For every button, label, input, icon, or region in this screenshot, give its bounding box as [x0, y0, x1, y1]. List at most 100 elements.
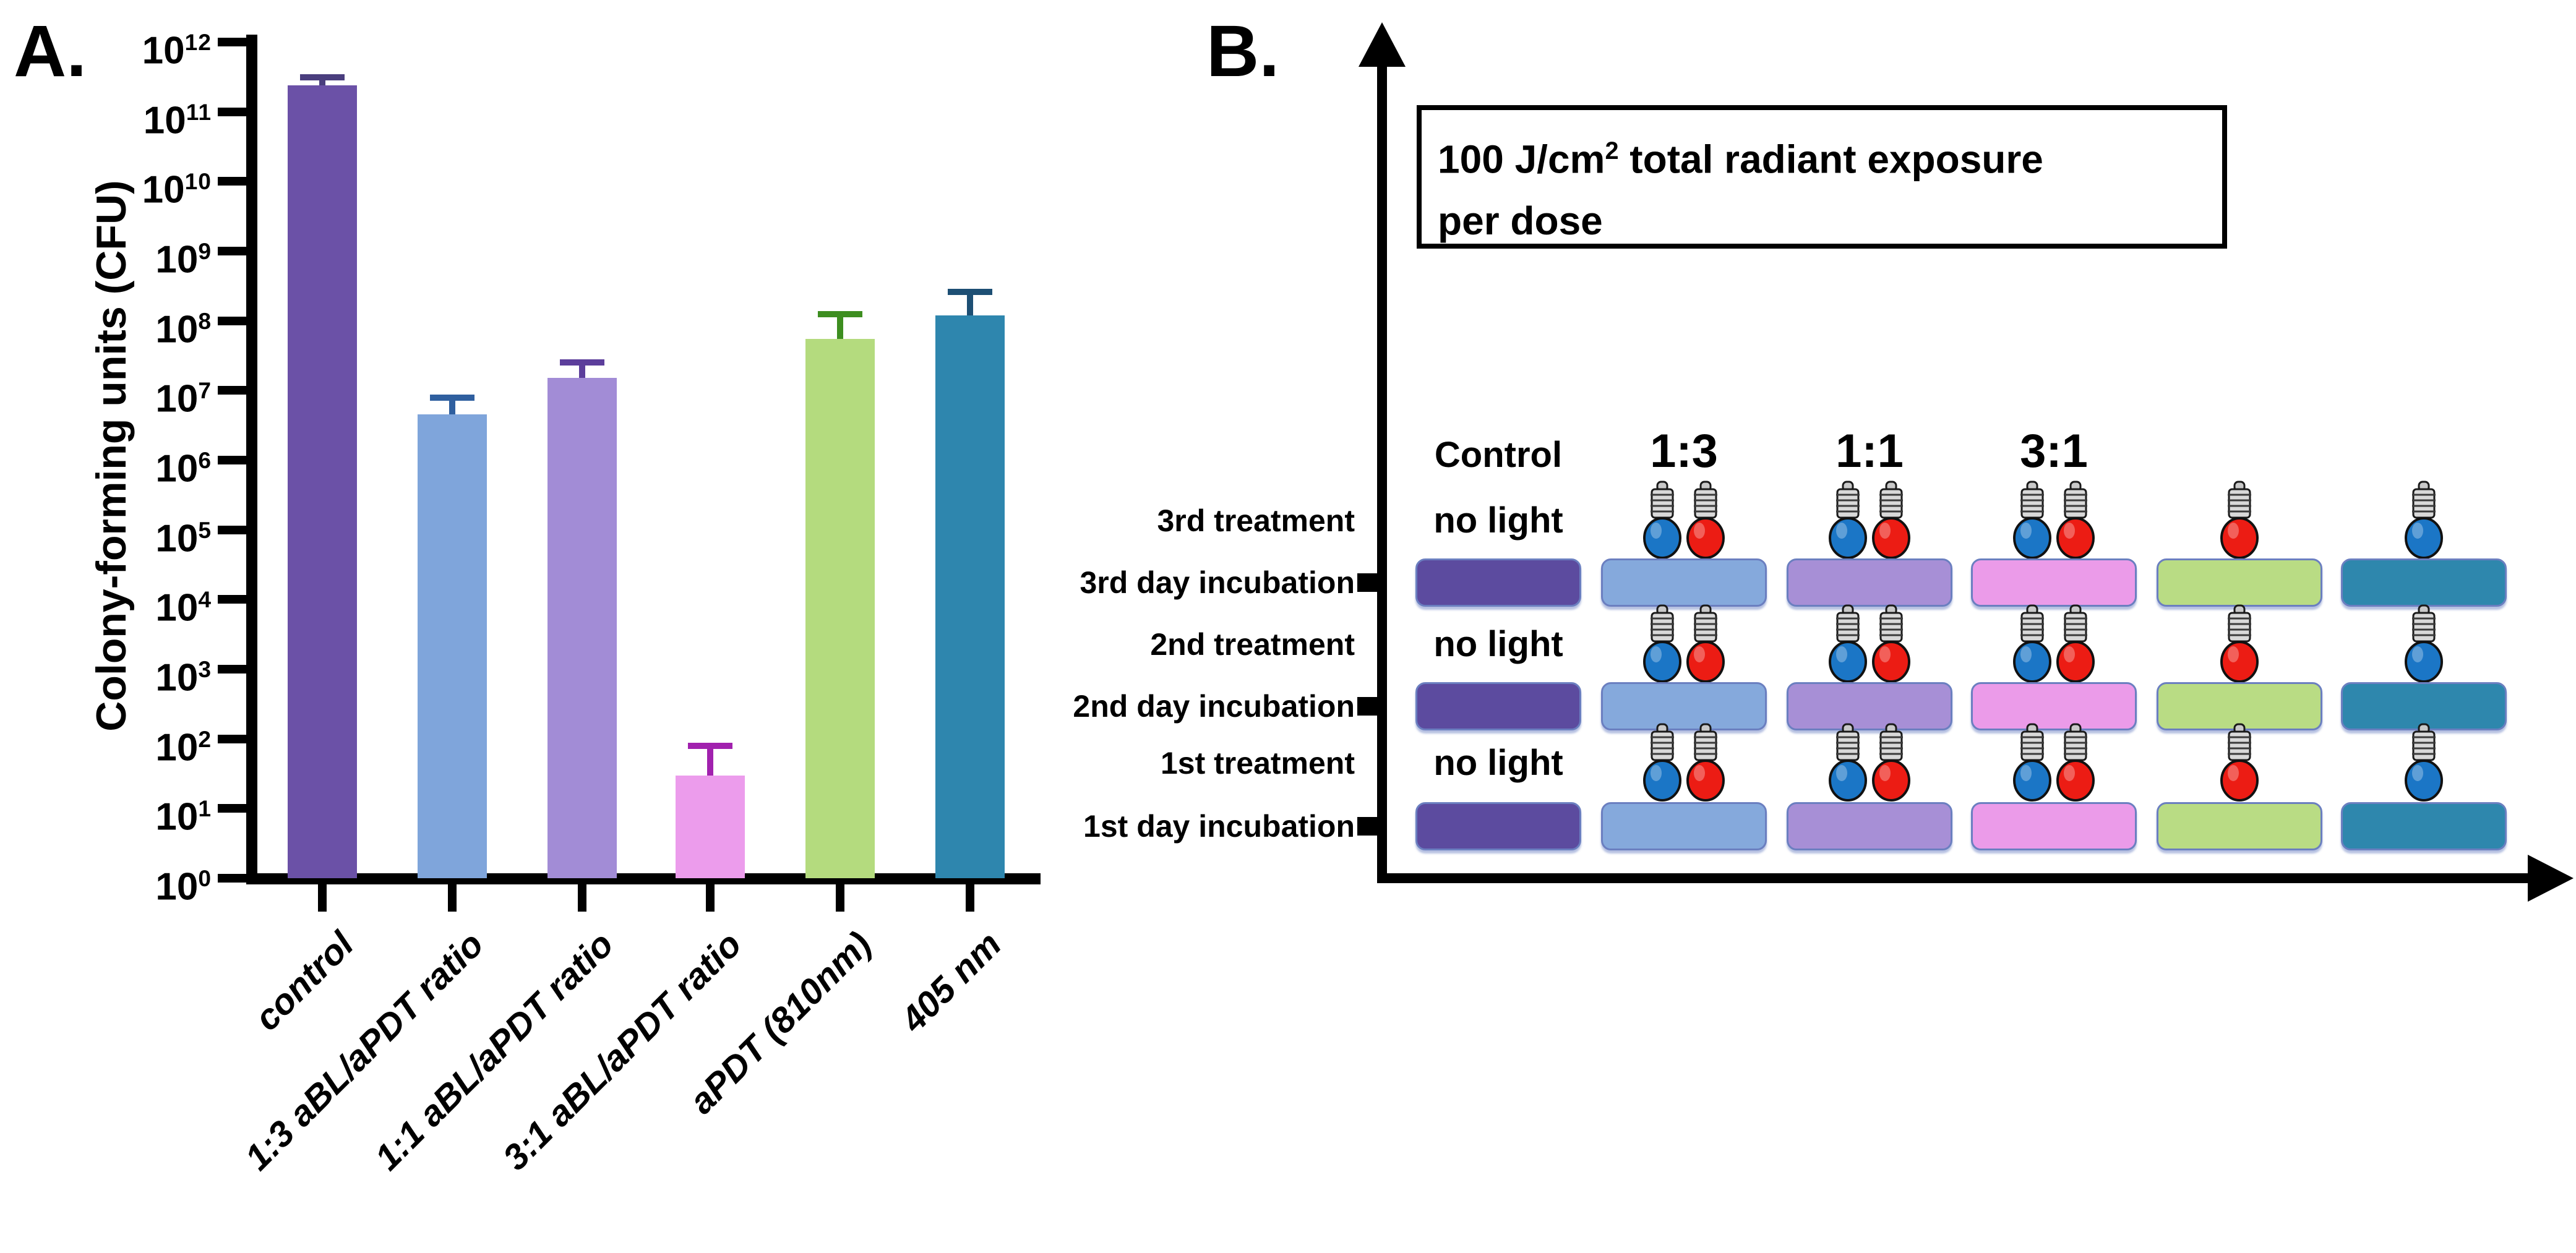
bar-6: [935, 315, 1005, 878]
error-bar-cap: [430, 395, 474, 401]
incubation-box: [2341, 558, 2507, 607]
light-bulb-icon: [2056, 723, 2095, 802]
bar-5: [805, 338, 875, 878]
axis-tick: [1357, 697, 1377, 716]
incubation-box: [1971, 682, 2137, 730]
y-tick-label: 106: [155, 447, 212, 490]
radiant-exposure-box: 100 J/cm2 total radiant exposure per dos…: [1417, 105, 2227, 249]
light-bulb-icon: [1686, 723, 1725, 802]
axis-tick: [1357, 573, 1377, 592]
light-bulb-icon: [1686, 604, 1725, 683]
y-tick: [218, 804, 246, 813]
radiant-exposure-line2: per dose: [1438, 199, 1603, 244]
y-tick: [218, 316, 246, 325]
y-tick-label: 1010: [142, 168, 212, 212]
row-label: 1st treatment: [1161, 746, 1355, 780]
light-bulb-icon: [1686, 481, 1725, 559]
light-bulb-icon: [2013, 481, 2051, 559]
error-bar-cap: [688, 742, 732, 749]
bulb-group: [1828, 604, 1911, 684]
bar-3: [547, 378, 617, 878]
y-tick: [218, 456, 246, 464]
x-tick: [836, 883, 844, 912]
y-tick-label: 103: [155, 656, 212, 699]
y-tick: [218, 874, 246, 883]
x-tick: [966, 883, 974, 912]
error-bar-cap: [300, 74, 345, 81]
y-tick: [218, 525, 246, 534]
row-label: 2nd treatment: [1150, 627, 1355, 662]
incubation-box: [2157, 802, 2322, 850]
radiant-exposure-line1: 100 J/cm2 total radiant exposure: [1438, 137, 2043, 182]
light-bulb-icon: [2056, 481, 2095, 559]
light-bulb-icon: [2013, 604, 2051, 683]
y-tick-label: 100: [155, 865, 212, 909]
column-header-1: Control: [1434, 435, 1563, 475]
panel-b-label: B.: [1206, 11, 1279, 92]
incubation-box: [1415, 682, 1581, 730]
y-axis-line: [246, 35, 257, 883]
bulb-group: [1828, 480, 1911, 560]
y-tick-label: 1011: [143, 98, 212, 142]
row-label: 2nd day incubation: [1073, 689, 1355, 724]
column-header-4: 3:1: [2020, 425, 2088, 477]
y-tick-label: 105: [155, 516, 212, 560]
incubation-box: [1415, 558, 1581, 607]
incubation-box: [1971, 802, 2137, 850]
axis-tick: [1357, 817, 1377, 836]
bulb-group: [2220, 480, 2259, 560]
incubation-box: [1415, 802, 1581, 850]
incubation-box: [1971, 558, 2137, 607]
no-light-label: no light: [1433, 500, 1563, 541]
light-bulb-icon: [2220, 723, 2259, 802]
light-bulb-icon: [1829, 723, 1867, 802]
bar-4: [676, 775, 745, 878]
y-tick-label: 104: [155, 586, 212, 630]
bulb-group: [2220, 722, 2259, 803]
error-bar: [837, 314, 843, 343]
x-tick: [448, 883, 457, 912]
y-tick: [218, 595, 246, 604]
incubation-box: [2157, 558, 2322, 607]
light-bulb-icon: [2405, 604, 2443, 683]
x-tick: [706, 883, 715, 912]
bulb-group: [2404, 722, 2444, 803]
light-bulb-icon: [1872, 604, 1910, 683]
bulb-group: [2012, 480, 2095, 560]
bulb-group: [2012, 604, 2095, 684]
incubation-box: [1601, 802, 1767, 850]
light-bulb-icon: [1643, 604, 1681, 683]
x-tick: [318, 883, 327, 912]
light-bulb-icon: [2056, 604, 2095, 683]
row-label: 3rd day incubation: [1080, 565, 1355, 600]
bulb-group: [1642, 604, 1725, 684]
bulb-group: [2404, 480, 2444, 560]
column-header-3: 1:1: [1835, 425, 1904, 477]
column-header-2: 1:3: [1650, 425, 1718, 477]
error-bar: [707, 745, 713, 779]
error-bar-cap: [818, 310, 862, 317]
error-bar: [967, 291, 973, 319]
y-tick: [218, 38, 246, 46]
error-bar: [319, 77, 325, 89]
light-bulb-icon: [2405, 481, 2443, 559]
incubation-box: [1787, 682, 1952, 730]
no-light-label: no light: [1433, 624, 1563, 664]
light-bulb-icon: [1872, 723, 1910, 802]
y-tick: [218, 665, 246, 674]
light-bulb-icon: [1643, 481, 1681, 559]
panel-b-horizontal-axis: [1382, 873, 2528, 883]
x-axis-baseline: [246, 873, 1041, 884]
incubation-box: [1601, 558, 1767, 607]
panel-a-label: A.: [14, 11, 87, 92]
panel-b-vertical-axis: [1377, 59, 1387, 883]
bulb-group: [2012, 722, 2095, 803]
y-tick: [218, 386, 246, 395]
light-bulb-icon: [1829, 481, 1867, 559]
bar-2: [418, 414, 487, 878]
y-tick-label: 108: [155, 307, 212, 351]
error-bar-cap: [948, 288, 992, 295]
incubation-box: [2157, 682, 2322, 730]
row-label: 1st day incubation: [1083, 809, 1355, 844]
